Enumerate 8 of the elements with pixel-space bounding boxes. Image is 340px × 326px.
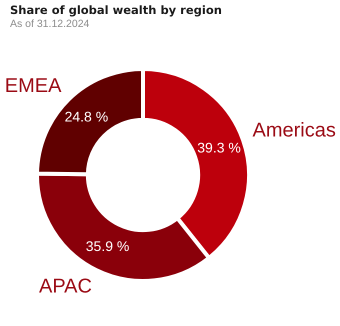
chart-subtitle: As of 31.12.2024 — [10, 18, 90, 30]
slice-label: Americas — [252, 119, 336, 142]
slice-label: APAC — [38, 276, 92, 298]
data-label: 24.8 % — [64, 108, 108, 125]
chart-title: Share of global wealth by region — [10, 3, 222, 17]
slice-label: EMEA — [4, 74, 62, 97]
data-label: 39.3 % — [197, 139, 241, 156]
data-label: 35.9 % — [86, 238, 130, 254]
